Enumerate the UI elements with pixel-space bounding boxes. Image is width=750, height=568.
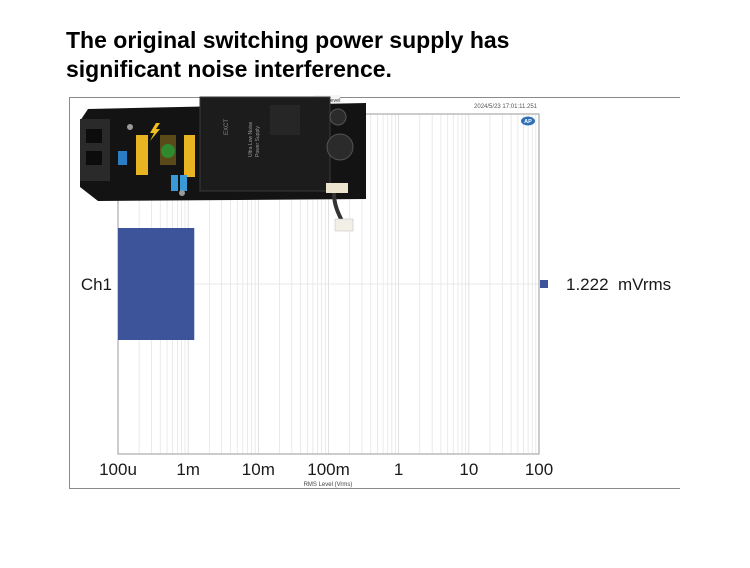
y-capacitor	[184, 135, 195, 177]
x-tick-label: 1m	[176, 460, 200, 479]
ap-logo-text: AP	[524, 119, 532, 125]
slide-title-line-1: The original switching power supply has	[66, 27, 510, 53]
inductor-coil	[161, 144, 175, 158]
x-tick-label: 10	[459, 460, 478, 479]
transformer-module	[200, 97, 330, 191]
x-capacitor	[136, 135, 148, 175]
cable-plug	[334, 218, 354, 232]
x-tick-label: 100u	[99, 460, 137, 479]
electrolytic-capacitor-1	[326, 133, 354, 161]
power-supply-board-photo: RMS Level EXCT Ultra Low Noise Power Sup…	[80, 95, 366, 232]
output-connector	[326, 183, 348, 193]
transformer-spec-area	[270, 105, 300, 135]
x-tick-label: 10m	[242, 460, 275, 479]
blue-component-1	[171, 175, 178, 191]
high-voltage-warning-icon	[150, 123, 160, 141]
blue-capacitor	[118, 151, 127, 165]
slide-title-line-2: significant noise interference.	[66, 56, 392, 82]
x-axis-label: RMS Level (Vrms)	[304, 482, 353, 488]
mounting-hole-2	[179, 190, 185, 196]
blue-component-2	[180, 175, 187, 191]
x-tick-label: 100	[525, 460, 553, 479]
board-label-1: Ultra Low Noise	[248, 121, 254, 157]
bars-layer	[118, 228, 195, 340]
bar-ch1	[118, 228, 195, 340]
ac-inlet-connector	[80, 119, 110, 181]
mounting-hole	[127, 124, 133, 130]
electrolytic-capacitor-2	[329, 108, 347, 126]
ap-logo-badge	[521, 116, 535, 126]
instrument-timestamp: 2024/5/23 17:01:11.251	[474, 104, 538, 110]
brand-label: EXCT	[224, 119, 230, 135]
ac-inlet-socket	[86, 129, 102, 143]
ac-inlet-socket-2	[86, 151, 102, 165]
category-label-ch1: Ch1	[81, 275, 112, 294]
value-label-ch1: 1.222 mVrms	[566, 275, 671, 294]
ap-logo: AP	[521, 116, 535, 126]
x-axis-ticks: 100u 1m 10m 100m 1 10 100	[99, 460, 553, 479]
board-label-2: Power Supply	[255, 126, 261, 157]
x-tick-label: 100m	[307, 460, 350, 479]
slide-title: The original switching power supply has …	[66, 26, 726, 84]
value-marker	[540, 280, 548, 288]
x-tick-label: 1	[394, 460, 403, 479]
